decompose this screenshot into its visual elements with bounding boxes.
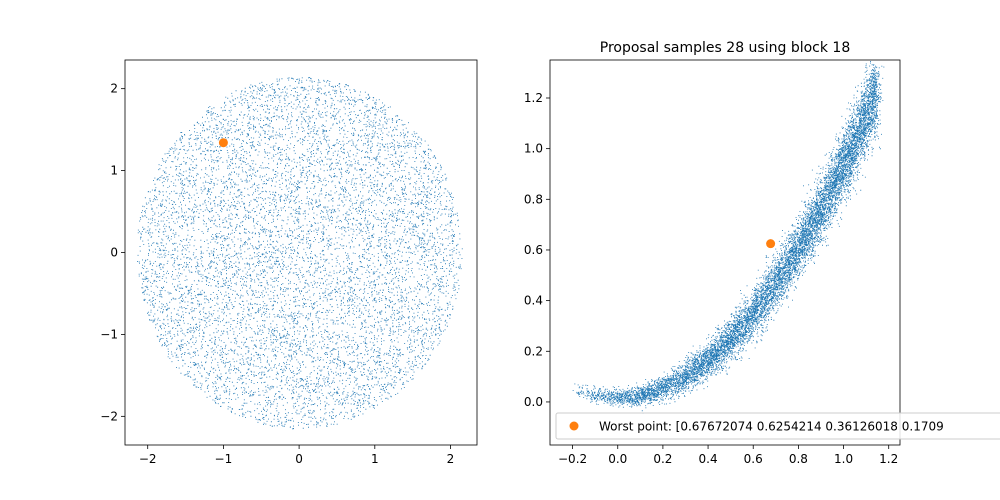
x-tick-label: −0.2	[558, 452, 587, 466]
sample-points	[137, 77, 463, 430]
worst-point-marker	[218, 138, 228, 148]
x-tick-label: 0.8	[789, 452, 808, 466]
y-tick-label: −2	[100, 409, 118, 423]
worst-point-marker	[766, 239, 776, 249]
y-tick-label: 1	[110, 164, 118, 178]
y-tick-label: −1	[100, 327, 118, 341]
sample-points	[572, 61, 885, 414]
y-tick-label: 0.4	[524, 294, 543, 308]
plot-area	[137, 77, 463, 430]
x-tick-label: 2	[447, 452, 455, 466]
legend-box	[555, 412, 1000, 440]
y-tick-label: 0.8	[524, 192, 543, 206]
left-scatter-panel: −2 −1 0 1 2 −2 −1 0 1 2	[100, 59, 478, 466]
plot-area	[572, 61, 885, 414]
y-tick-label: 1.0	[524, 142, 543, 156]
x-tick-label: −1	[215, 452, 233, 466]
y-tick-label: 2	[110, 82, 118, 96]
legend: Worst point: [0.67672074 0.6254214 0.361…	[555, 412, 1000, 440]
y-tick-label: 0.6	[524, 243, 543, 257]
legend-marker	[569, 421, 579, 431]
x-tick-label: −2	[139, 452, 157, 466]
x-tick-label: 0	[295, 452, 303, 466]
x-tick-label: 0.6	[744, 452, 763, 466]
x-tick-label: 0.4	[699, 452, 718, 466]
legend-label: Worst point: [0.67672074 0.6254214 0.361…	[599, 420, 944, 434]
axes-frame	[549, 59, 901, 446]
x-tick-label: 0.2	[653, 452, 672, 466]
y-tick-label: 0	[110, 246, 118, 260]
x-tick-label: 1.0	[834, 452, 853, 466]
chart-title: Proposal samples 28 using block 18	[600, 40, 850, 56]
y-tick-label: 1.2	[524, 91, 543, 105]
x-tick-label: 1	[371, 452, 379, 466]
right-scatter-panel: −0.2 0.0 0.2 0.4 0.6 0.8 1.0 1.2 0.0 0.2 0.4 0.6 0.8…	[524, 40, 1000, 466]
y-tick-label: 0.2	[524, 344, 543, 358]
x-tick-label: 1.2	[879, 452, 898, 466]
y-tick-label: 0.0	[524, 395, 543, 409]
axes-frame	[124, 59, 478, 446]
x-tick-label: 0.0	[608, 452, 627, 466]
